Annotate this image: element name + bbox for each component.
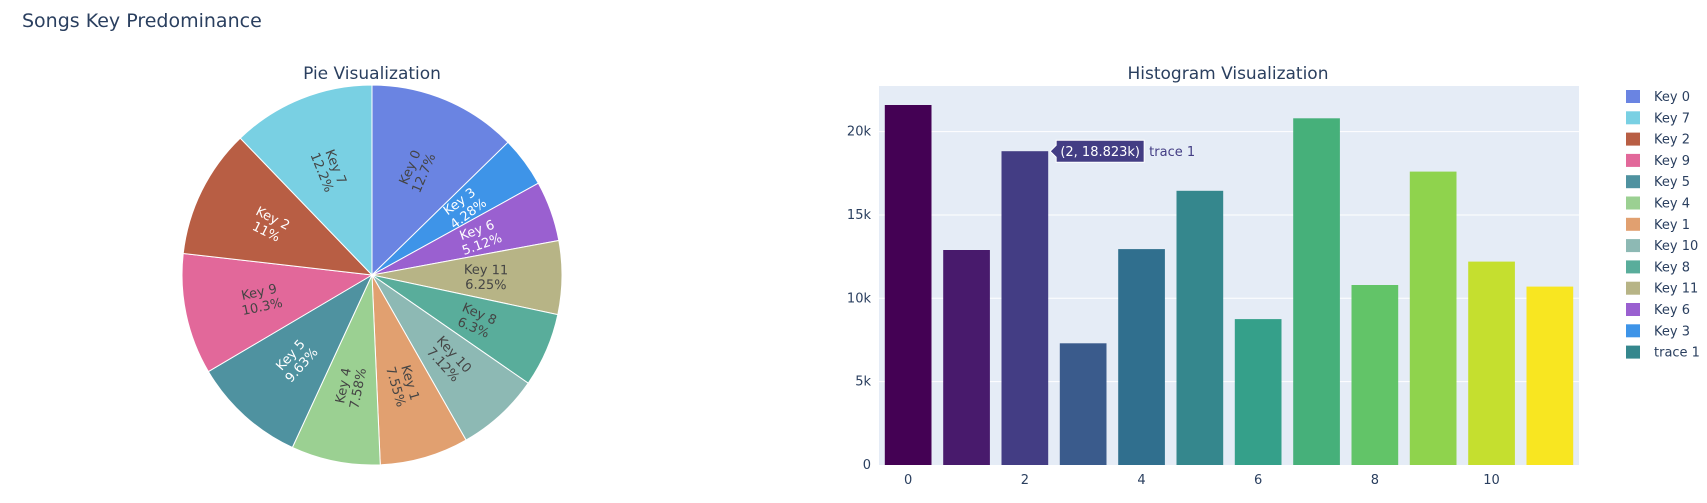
legend-label: Key 1: [1654, 218, 1690, 233]
histogram-bar[interactable]: [1118, 249, 1165, 465]
legend-label: Key 8: [1654, 260, 1690, 275]
legend-swatch: [1626, 90, 1640, 103]
y-tick-label: 15k: [847, 208, 872, 223]
legend-swatch: [1626, 239, 1640, 253]
y-tick-label: 0: [863, 458, 871, 473]
pie-slice[interactable]: [239, 84, 373, 277]
histogram-bar[interactable]: [943, 250, 990, 465]
legend-label: Key 7: [1654, 111, 1690, 126]
pie-slice[interactable]: [181, 252, 374, 373]
legend-label: Key 6: [1654, 303, 1690, 318]
legend-swatch: [1626, 303, 1640, 316]
legend-item[interactable]: Key 0: [1626, 90, 1690, 105]
histogram-bars: [884, 105, 1574, 466]
legend-swatch: [1626, 153, 1640, 167]
figure-title: Songs Key Predominance: [22, 10, 262, 32]
legend-label: Key 10: [1654, 239, 1698, 254]
x-tick-label: 2: [1021, 473, 1029, 488]
legend-swatch: [1626, 111, 1640, 125]
legend-label: Key 5: [1654, 175, 1690, 190]
hover-tooltip: (2, 18.823k) trace 1: [1049, 139, 1195, 163]
legend-swatch: [1626, 132, 1640, 146]
legend-label: trace 1: [1654, 346, 1700, 361]
legend: Key 0 Key 7 Key 2 Key 9 Key 5 Key 4 Key 1 Key 1…: [1626, 90, 1700, 361]
y-tick-label: 20k: [847, 125, 872, 140]
legend-item[interactable]: Key 6: [1626, 303, 1690, 318]
legend-swatch: [1626, 260, 1640, 274]
histogram-bar[interactable]: [1234, 319, 1282, 465]
x-tick-label: 0: [904, 473, 912, 488]
legend-item[interactable]: Key 2: [1626, 132, 1690, 148]
histogram-title: Histogram Visualization: [1128, 64, 1329, 84]
legend-item[interactable]: Key 1: [1626, 217, 1690, 233]
histogram-bar[interactable]: [1409, 171, 1457, 465]
pie-label-name: Key 9: [240, 282, 278, 304]
x-tick-label: 8: [1371, 473, 1379, 488]
histogram-bar[interactable]: [1059, 343, 1107, 465]
pie-label-name: Key 11: [464, 263, 508, 279]
hover-box: [1049, 139, 1145, 163]
pie-chart: Key 012.7%Key 34.28%Key 65.12%Key 116.25…: [181, 84, 563, 466]
histogram-bar[interactable]: [1001, 151, 1049, 465]
y-tick-label: 5k: [855, 375, 871, 390]
legend-item[interactable]: Key 8: [1626, 260, 1690, 275]
histogram-bar[interactable]: [884, 105, 932, 465]
legend-swatch: [1626, 324, 1640, 338]
legend-item[interactable]: Key 11: [1626, 281, 1698, 297]
legend-item[interactable]: Key 3: [1626, 324, 1690, 339]
pie-label-percent: 6.25%: [465, 278, 507, 294]
legend-item[interactable]: Key 7: [1626, 111, 1690, 126]
x-tick-label: 10: [1483, 473, 1500, 488]
histogram-gridlines: [879, 131, 1579, 383]
legend-item[interactable]: Key 9: [1626, 153, 1690, 169]
legend-swatch: [1626, 175, 1640, 189]
y-tick-label: 10k: [847, 291, 872, 306]
legend-item[interactable]: Key 10: [1626, 239, 1698, 254]
histogram-bar[interactable]: [1468, 261, 1515, 465]
legend-swatch: [1626, 196, 1640, 210]
histogram-bar[interactable]: [1351, 285, 1399, 465]
legend-item[interactable]: Key 5: [1626, 175, 1690, 190]
legend-label: Key 4: [1654, 197, 1690, 212]
histogram-bar[interactable]: [1526, 286, 1574, 465]
pie-slice-label: Key 116.25%: [464, 263, 509, 294]
pie-slice[interactable]: [207, 273, 374, 449]
x-tick-label: 6: [1254, 473, 1262, 488]
hover-value: (2, 18.823k): [1060, 145, 1140, 160]
legend-label: Key 11: [1654, 282, 1698, 297]
histogram-plot-area: [879, 86, 1579, 465]
pie-label-name: Key 4: [333, 367, 355, 405]
legend-label: Key 2: [1654, 133, 1690, 148]
histogram-axes: 0 5k 10k 15k 20k 0 2 4 6 8 10: [847, 125, 1500, 488]
pie-slice[interactable]: [182, 137, 374, 276]
hover-trace-name: trace 1: [1149, 145, 1195, 160]
x-tick-label: 4: [1137, 473, 1145, 488]
legend-swatch: [1626, 281, 1640, 295]
legend-item[interactable]: Key 4: [1626, 196, 1690, 212]
pie-slice[interactable]: [371, 84, 509, 277]
legend-label: Key 3: [1654, 324, 1690, 339]
legend-label: Key 9: [1654, 154, 1690, 169]
pie-title: Pie Visualization: [303, 64, 441, 84]
histogram-bar[interactable]: [1293, 118, 1340, 466]
histogram-bar[interactable]: [1176, 190, 1224, 466]
legend-swatch: [1626, 345, 1640, 359]
legend-label: Key 0: [1654, 90, 1690, 105]
legend-item[interactable]: trace 1: [1626, 345, 1700, 361]
legend-swatch: [1626, 217, 1640, 231]
